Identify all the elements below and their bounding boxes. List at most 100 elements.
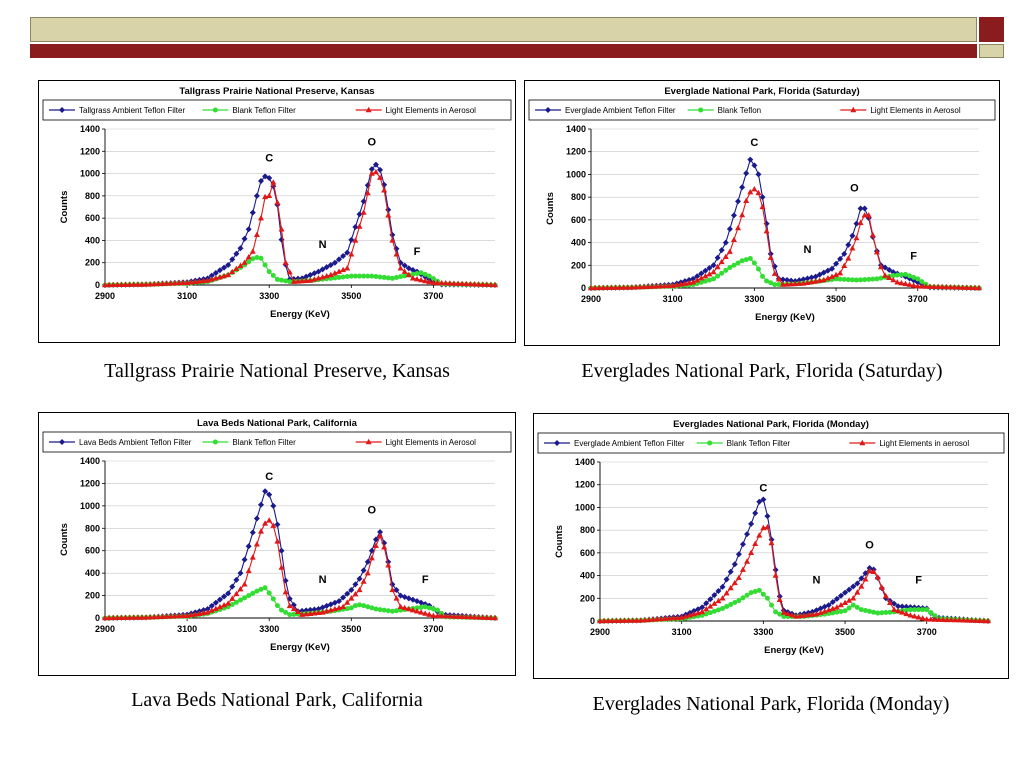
data-point	[262, 520, 269, 526]
data-point	[373, 606, 379, 612]
data-point	[764, 278, 770, 284]
data-point	[381, 187, 388, 193]
data-point	[755, 189, 762, 196]
caption-everglades-saturday: Everglades National Park, Florida (Satur…	[581, 360, 943, 382]
data-point	[706, 270, 713, 277]
data-point	[919, 615, 926, 621]
data-point	[357, 273, 363, 279]
data-point	[287, 612, 293, 618]
data-point	[323, 264, 330, 271]
data-point	[739, 211, 746, 218]
data-point	[299, 607, 306, 614]
data-point	[368, 166, 375, 173]
data-point	[364, 569, 371, 576]
data-point	[605, 617, 612, 624]
data-point	[903, 607, 909, 613]
data-point	[241, 235, 248, 242]
data-point	[463, 280, 470, 287]
data-point	[258, 255, 264, 261]
data-point	[824, 267, 831, 274]
data-point	[907, 612, 914, 618]
data-point	[743, 170, 750, 177]
peak-annotation: C	[265, 152, 273, 164]
data-point	[364, 189, 371, 196]
legend-item: Lava Beds Ambient Teflon Filter	[49, 438, 192, 447]
data-point	[666, 615, 673, 621]
data-point	[890, 273, 896, 279]
data-point	[361, 273, 367, 279]
y-tick-label: 1400	[566, 124, 586, 134]
data-point	[944, 616, 951, 623]
peak-annotation: N	[812, 575, 820, 587]
data-point	[216, 603, 223, 610]
peak-annotation: F	[910, 251, 917, 263]
data-point	[891, 606, 898, 612]
peak-annotation: N	[319, 574, 327, 586]
data-point	[923, 616, 930, 622]
data-point	[715, 588, 722, 595]
y-tick-label: 200	[85, 258, 100, 268]
data-point	[690, 275, 697, 282]
data-point	[776, 281, 782, 287]
data-point	[188, 279, 195, 285]
data-point	[702, 267, 709, 274]
legend-item: Blank Teflon	[687, 106, 761, 115]
data-point	[442, 613, 449, 619]
data-point	[824, 275, 831, 281]
legend-label: Everglade Ambient Teflon Filter	[565, 106, 676, 115]
data-point	[641, 616, 648, 623]
data-point	[212, 269, 219, 276]
data-point	[246, 593, 252, 599]
data-point	[290, 605, 297, 612]
data-point	[283, 609, 289, 615]
legend-box	[537, 432, 1005, 454]
data-point	[233, 250, 240, 257]
data-point	[348, 251, 355, 257]
data-point	[327, 261, 334, 268]
data-point	[784, 277, 791, 284]
header-square-light	[979, 44, 1004, 58]
data-point	[870, 276, 876, 282]
data-point	[405, 605, 412, 612]
data-point	[225, 590, 232, 597]
data-point	[617, 617, 624, 623]
data-point	[262, 262, 268, 268]
series-line	[590, 188, 980, 289]
legend-label: Lava Beds Ambient Teflon Filter	[79, 438, 192, 447]
data-point	[348, 586, 355, 593]
data-point	[956, 617, 963, 623]
data-point	[915, 276, 921, 282]
series-2	[102, 168, 498, 288]
series-line	[599, 526, 989, 622]
data-point	[771, 270, 778, 276]
y-tick-label: 0	[581, 283, 586, 293]
data-point	[816, 271, 823, 278]
data-point	[728, 602, 734, 608]
data-point	[377, 274, 383, 280]
data-point	[838, 608, 844, 614]
legend-label: Blank Teflon Filter	[727, 439, 791, 448]
data-point	[875, 610, 881, 616]
legend-label: Light Elements in Aerosol	[386, 438, 476, 447]
legend-marker	[554, 440, 560, 446]
data-point	[373, 274, 379, 280]
data-point	[853, 220, 860, 227]
x-axis-label: Energy (KeV)	[755, 312, 815, 323]
data-point	[331, 599, 338, 606]
data-point	[935, 283, 942, 290]
peak-annotation: N	[803, 244, 811, 256]
data-point	[903, 610, 910, 617]
data-point	[258, 528, 264, 534]
data-point	[739, 258, 745, 264]
data-point	[830, 610, 836, 616]
data-point	[426, 605, 432, 611]
data-point	[703, 605, 710, 612]
header-bar-dark	[30, 44, 977, 58]
series-line	[104, 163, 495, 286]
data-point	[940, 616, 947, 622]
data-point	[654, 616, 661, 622]
data-point	[882, 272, 889, 278]
data-point	[126, 281, 133, 287]
data-point	[258, 501, 264, 508]
data-point	[274, 538, 281, 544]
